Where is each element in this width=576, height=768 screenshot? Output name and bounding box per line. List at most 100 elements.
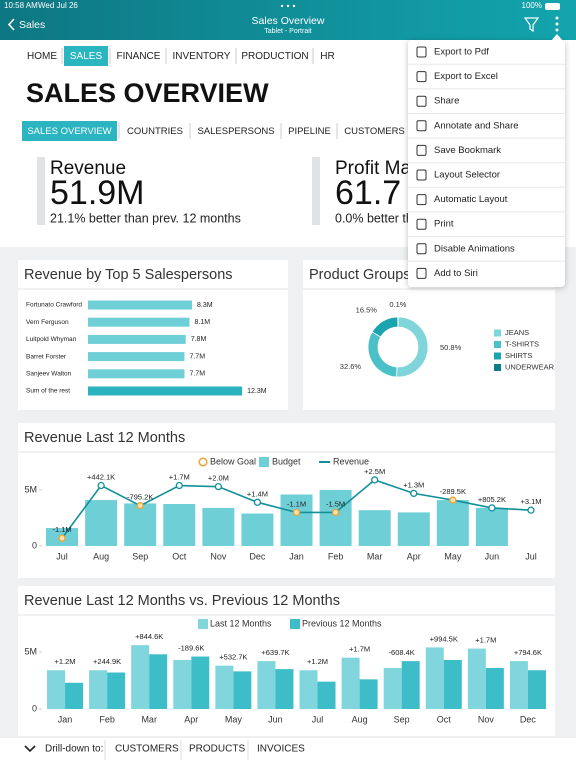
difference-label: -608.4K xyxy=(389,648,415,657)
drill-down-item[interactable]: INVOICES xyxy=(257,744,305,755)
tab-label[interactable]: INVENTORY xyxy=(173,51,231,62)
bar xyxy=(131,645,150,709)
legend-swatch xyxy=(494,364,501,371)
difference-label: +244.9K xyxy=(93,657,121,666)
back-chevron[interactable] xyxy=(7,18,15,31)
legend-label: Previous 12 Months xyxy=(302,618,382,628)
menu-item[interactable]: Add to Siri xyxy=(434,268,478,279)
x-tick-label: Jan xyxy=(58,714,73,724)
menu-item[interactable]: Automatic Layout xyxy=(434,194,508,205)
y-tick-label: 5M xyxy=(24,646,37,656)
bar xyxy=(425,647,444,709)
bar xyxy=(85,500,118,546)
chart-title: Revenue Last 12 Months xyxy=(24,430,185,446)
variance-label: +3.1M xyxy=(520,497,541,506)
legend-swatch xyxy=(494,329,501,337)
tab-label[interactable]: FINANCE xyxy=(117,51,161,62)
x-tick-label: Feb xyxy=(99,714,115,724)
menu-item[interactable]: Layout Selector xyxy=(434,170,500,181)
x-tick-label: Jun xyxy=(268,714,283,724)
variance-label: -289.5K xyxy=(440,487,466,496)
bar xyxy=(47,670,66,709)
difference-label: +844.6K xyxy=(135,632,163,641)
x-tick-label: May xyxy=(225,714,243,724)
x-tick-label: Apr xyxy=(184,714,198,724)
tab-label[interactable]: SALES OVERVIEW xyxy=(27,126,111,137)
below-goal-point xyxy=(58,534,66,542)
menu-item[interactable]: Print xyxy=(434,219,454,230)
legend-label: Budget xyxy=(272,456,301,466)
status-time: 10:58 AM xyxy=(4,1,38,10)
menu-item[interactable]: Export to Pdf xyxy=(434,47,489,58)
tab-label[interactable]: HOME xyxy=(27,51,57,62)
kpi-accent xyxy=(312,157,320,225)
tab-label[interactable]: SALES xyxy=(70,51,103,62)
menu-icon xyxy=(416,267,427,279)
drill-chevron[interactable] xyxy=(24,745,36,753)
slice-label: 16.5% xyxy=(356,306,378,315)
tab[interactable] xyxy=(22,46,62,66)
bar xyxy=(317,681,336,709)
tab-label[interactable]: SALESPERSONS xyxy=(197,126,274,137)
x-tick-label: Oct xyxy=(437,714,452,724)
chart-title: Product Groups xyxy=(309,267,411,283)
difference-label: +1.2M xyxy=(307,657,328,666)
below-goal-point xyxy=(449,496,457,504)
tab-label[interactable]: PRODUCTION xyxy=(241,51,308,62)
more-dot[interactable] xyxy=(555,28,559,32)
revenue-point xyxy=(175,481,183,490)
variance-label: +1.4M xyxy=(247,489,268,498)
x-tick-label: Sep xyxy=(132,551,148,561)
bar xyxy=(383,667,402,709)
x-tick-label: Nov xyxy=(478,714,495,724)
tab[interactable] xyxy=(168,46,235,66)
y-tick-label: 0 xyxy=(32,703,37,713)
tab[interactable] xyxy=(283,121,336,141)
battery-icon xyxy=(545,3,560,10)
difference-label: +532.7K xyxy=(219,653,247,662)
tab[interactable] xyxy=(192,121,280,141)
tab[interactable] xyxy=(22,121,117,141)
menu-item[interactable]: Export to Excel xyxy=(434,71,498,82)
bar-category-label: Luitpold Whyman xyxy=(26,336,77,343)
kpi-accent xyxy=(37,157,45,225)
tab-label[interactable]: HR xyxy=(320,51,334,62)
x-tick-label: Jun xyxy=(485,551,500,561)
bar xyxy=(436,500,469,546)
tab[interactable] xyxy=(121,121,189,141)
difference-label: +1.7M xyxy=(349,645,370,654)
x-tick-label: Jul xyxy=(56,551,68,561)
tab[interactable] xyxy=(238,46,312,66)
tab[interactable] xyxy=(315,46,340,66)
difference-label: +639.7K xyxy=(261,648,289,657)
menu-item[interactable]: Share xyxy=(434,96,459,107)
multitask-dot xyxy=(292,4,296,8)
legend-swatch xyxy=(494,352,501,360)
tab[interactable] xyxy=(64,46,108,66)
legend-label: Revenue xyxy=(333,456,369,466)
bar xyxy=(88,334,186,344)
bar xyxy=(149,654,168,709)
tab-label[interactable]: PIPELINE xyxy=(288,126,331,137)
more-dot[interactable] xyxy=(555,16,559,20)
bar xyxy=(401,661,420,709)
tab-label[interactable]: CUSTOMERS xyxy=(344,126,405,137)
variance-label: -1.1M xyxy=(52,525,71,534)
drill-down-item[interactable]: PRODUCTS xyxy=(189,744,245,755)
back-button[interactable]: Sales xyxy=(19,19,45,31)
more-dot[interactable] xyxy=(555,22,559,26)
x-tick-label: Mar xyxy=(367,551,383,561)
kpi-label: Revenue xyxy=(50,158,126,179)
tab-label[interactable]: COUNTRIES xyxy=(127,126,183,137)
revenue-point xyxy=(527,506,535,514)
menu-item[interactable]: Save Bookmark xyxy=(434,145,501,156)
menu-item[interactable]: Disable Animations xyxy=(434,243,515,254)
tab[interactable] xyxy=(112,46,165,66)
filter-icon[interactable] xyxy=(523,17,540,33)
drill-down-item[interactable]: CUSTOMERS xyxy=(115,744,179,755)
menu-item[interactable]: Annotate and Share xyxy=(434,120,519,131)
bar xyxy=(163,504,196,546)
tab[interactable] xyxy=(339,121,410,141)
chart-card xyxy=(18,586,555,736)
